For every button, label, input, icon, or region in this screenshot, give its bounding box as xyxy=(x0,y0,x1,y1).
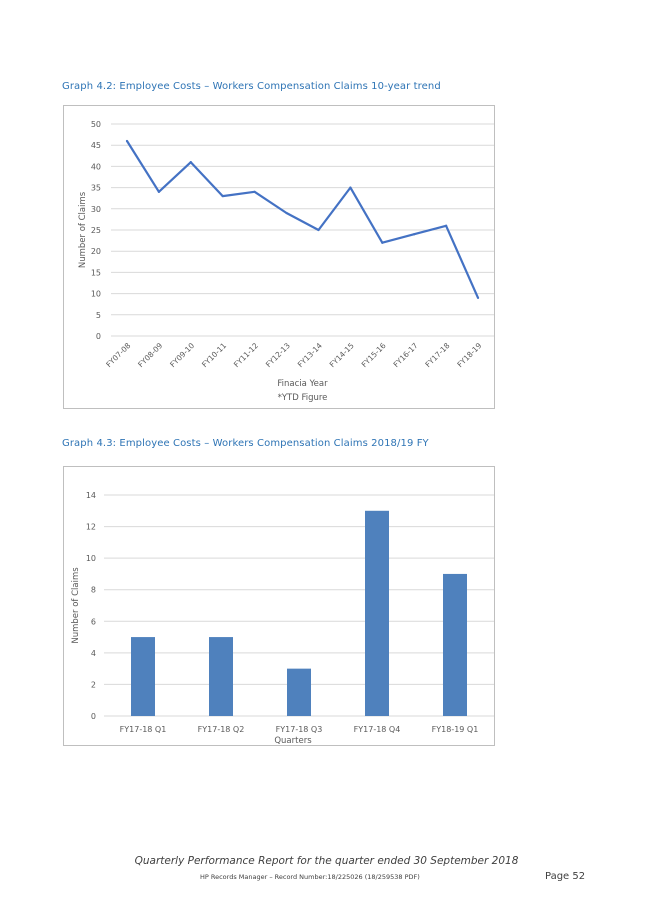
bar-chart-workers-comp-quarterly: 0 2 4 6 8 10 12 14 FY17-18 Q1 FY17-18 Q2 FY17-18 Q… xyxy=(63,466,495,746)
y-tick-label: 15 xyxy=(91,268,101,277)
y-axis-title: Number of Claims xyxy=(71,567,81,644)
y-tick-label: 0 xyxy=(96,332,101,341)
data-point xyxy=(125,139,129,143)
data-point xyxy=(476,296,480,299)
graph-4-3-caption: Graph 4.3: Employee Costs – Workers Comp… xyxy=(62,438,429,449)
bar xyxy=(443,573,467,716)
x-tick-label: FY16-17 xyxy=(392,341,420,369)
bar xyxy=(131,637,155,716)
data-point xyxy=(413,233,416,236)
data-point xyxy=(381,241,384,244)
x-tick-label: FY10-11 xyxy=(200,341,228,369)
y-tick-label: 45 xyxy=(91,141,101,150)
series-line xyxy=(126,140,480,299)
bar-chart-svg: 0 2 4 6 8 10 12 14 FY17-18 Q1 FY17-18 Q2 FY17-18 Q… xyxy=(71,491,494,746)
data-point xyxy=(285,211,288,215)
y-tick-label: 40 xyxy=(91,162,101,171)
y-tick-label: 25 xyxy=(91,226,101,235)
page-number: Page 52 xyxy=(545,871,586,882)
x-tick-label: FY17-18 Q4 xyxy=(354,725,401,734)
y-tick-label: 10 xyxy=(91,290,101,299)
data-point xyxy=(317,228,320,232)
data-point xyxy=(189,161,192,164)
x-tick-label: FY17-18 Q3 xyxy=(276,725,323,734)
x-tick-label: FY18-19 Q1 xyxy=(432,725,479,734)
x-axis-title: Quarters xyxy=(274,736,312,746)
x-tick-label: FY12-13 xyxy=(264,341,292,369)
y-tick-label: 10 xyxy=(86,554,96,563)
y-tick-label: 8 xyxy=(91,586,96,595)
footer-report-title: Quarterly Performance Report for the qua… xyxy=(134,855,519,867)
x-tick-label: FY14-15 xyxy=(328,341,356,369)
y-tick-label: 50 xyxy=(91,120,101,129)
x-tick-label: FY11-12 xyxy=(232,341,260,369)
x-tick-label: FY17-18 Q2 xyxy=(198,725,245,734)
x-tick-label: FY13-14 xyxy=(296,341,324,369)
footer-record-number: HP Records Manager – Record Number:18/22… xyxy=(200,873,420,881)
x-tick-label: FY08-09 xyxy=(136,341,164,369)
bar xyxy=(287,668,311,716)
x-tick-label: FY17-18 Q1 xyxy=(120,725,167,734)
data-point xyxy=(349,186,352,189)
data-point xyxy=(157,190,160,193)
x-tick-label: FY07-08 xyxy=(104,341,132,369)
x-tick-label: FY17-18 xyxy=(423,341,451,369)
x-tick-label: FY09-10 xyxy=(168,341,196,369)
y-tick-label: 35 xyxy=(91,184,101,193)
y-tick-label: 2 xyxy=(91,680,96,689)
y-tick-label: 12 xyxy=(86,523,96,532)
y-axis-title: Number of Claims xyxy=(78,191,88,268)
y-tick-label: 30 xyxy=(91,205,101,214)
bar xyxy=(209,637,233,716)
graph-4-2-caption: Graph 4.2: Employee Costs – Workers Comp… xyxy=(62,81,441,92)
data-point xyxy=(445,224,448,227)
y-tick-label: 4 xyxy=(91,649,96,658)
y-tick-label: 6 xyxy=(91,617,96,626)
line-chart-workers-comp-10yr: 0 5 10 15 20 25 30 35 40 45 50 FY07-08 FY08-09 FY09-1… xyxy=(63,105,495,409)
bar xyxy=(365,510,389,716)
data-point xyxy=(221,194,224,198)
data-point xyxy=(253,190,256,193)
x-axis-title: Finacia Year xyxy=(277,379,328,389)
x-tick-label: FY18-19 xyxy=(455,341,483,369)
y-tick-label: 0 xyxy=(91,712,96,721)
x-tick-label: FY15-16 xyxy=(360,341,388,369)
x-axis-note: *YTD Figure xyxy=(278,393,328,403)
line-chart-svg: 0 5 10 15 20 25 30 35 40 45 50 FY07-08 FY08-09 FY09-1… xyxy=(78,120,494,403)
y-tick-label: 20 xyxy=(91,247,101,256)
y-tick-label: 5 xyxy=(96,311,101,320)
y-tick-label: 14 xyxy=(86,491,96,500)
